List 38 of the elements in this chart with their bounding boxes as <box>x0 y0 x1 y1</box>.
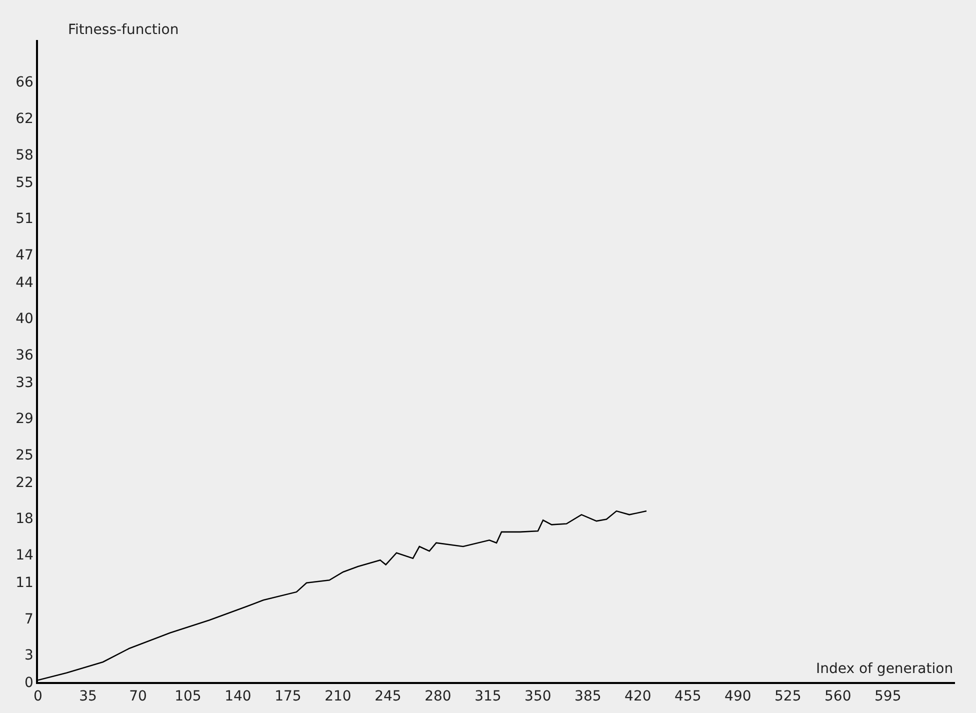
x-tick-label: 35 <box>79 688 97 705</box>
x-tick-label: 70 <box>129 688 147 705</box>
x-tick-label: 385 <box>574 688 602 705</box>
y-tick-label: 40 <box>16 311 34 328</box>
x-tick-label: 560 <box>824 688 852 705</box>
y-tick-label: 58 <box>16 147 34 164</box>
x-tick-label: 455 <box>674 688 702 705</box>
x-tick-label: 175 <box>274 688 302 705</box>
y-tick-label: 14 <box>16 548 34 564</box>
y-tick-label: 22 <box>16 474 34 491</box>
y-tick-label: 55 <box>16 174 34 191</box>
y-tick-label: 11 <box>16 574 34 591</box>
y-tick-label: 33 <box>16 374 34 391</box>
y-tick-label: 66 <box>16 74 34 91</box>
x-tick-label: 595 <box>874 688 902 705</box>
y-tick-label: 36 <box>16 348 34 364</box>
y-tick-label: 0 <box>24 674 34 691</box>
y-tick-label: 29 <box>16 411 34 428</box>
x-axis-title: Index of generation <box>816 661 954 677</box>
y-tick-label: 7 <box>24 611 34 628</box>
y-tick-label: 18 <box>16 511 34 528</box>
x-tick-label: 280 <box>424 688 452 705</box>
y-tick-label: 51 <box>16 211 34 228</box>
x-tick-label: 140 <box>224 688 252 705</box>
y-tick-label: 3 <box>24 648 34 664</box>
y-tick-label: 47 <box>16 248 34 264</box>
x-tick-label: 315 <box>474 688 502 705</box>
y-axis-title: Fitness-function <box>68 22 179 38</box>
x-tick-label: 245 <box>374 688 402 705</box>
x-tick-label: 420 <box>624 688 652 705</box>
x-tick-label: 105 <box>174 688 202 705</box>
y-tick-label: 25 <box>16 448 34 464</box>
y-tick-label: 44 <box>16 274 34 291</box>
x-tick-label: 350 <box>524 688 552 705</box>
x-tick-label: 490 <box>724 688 752 705</box>
x-tick-label: 210 <box>324 688 352 705</box>
x-tick-label: 525 <box>774 688 802 705</box>
y-tick-label: 62 <box>16 111 34 128</box>
